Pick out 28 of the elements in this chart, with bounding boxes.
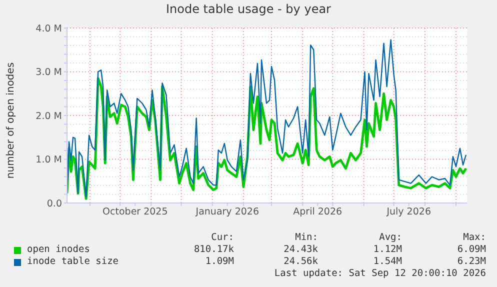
text: Last update: Sat Sep 12 20:00:10 2026 [273,268,486,280]
line-series [67,77,467,200]
chart-title: Inode table usage - by year [165,2,332,16]
text: 1.09M [204,256,234,268]
y-tick-label: 4.0 M [36,23,62,34]
text: Min: [294,232,318,244]
text: 810.17k [192,244,234,256]
x-tick-label: January 2026 [194,206,260,218]
y-tick-label: 3.0 M [36,67,62,78]
y-axis-title: number of open inodes [6,61,16,180]
y-tick-label: 1.0 M [36,154,62,166]
text: 24.43k [282,244,318,256]
y-tick-label: 2.0 M [36,110,62,122]
text: Max: [462,232,486,244]
x-tick-label: July 2026 [386,206,431,218]
y-tick-label: 0.0 [46,198,62,210]
text: 1.12M [372,244,402,256]
text: Avg: [378,232,402,244]
x-tick-label: October 2025 [102,206,168,218]
text: 6.23M [456,256,486,268]
legend-label: inode table size [26,256,120,268]
text: 1.54M [372,256,402,268]
legend-label: open inodes [26,244,91,256]
text: 6.09M [456,244,486,256]
text: Cur: [210,232,234,244]
line-series [67,39,467,198]
text: 24.56k [282,256,318,268]
x-tick-label: April 2026 [293,206,342,218]
